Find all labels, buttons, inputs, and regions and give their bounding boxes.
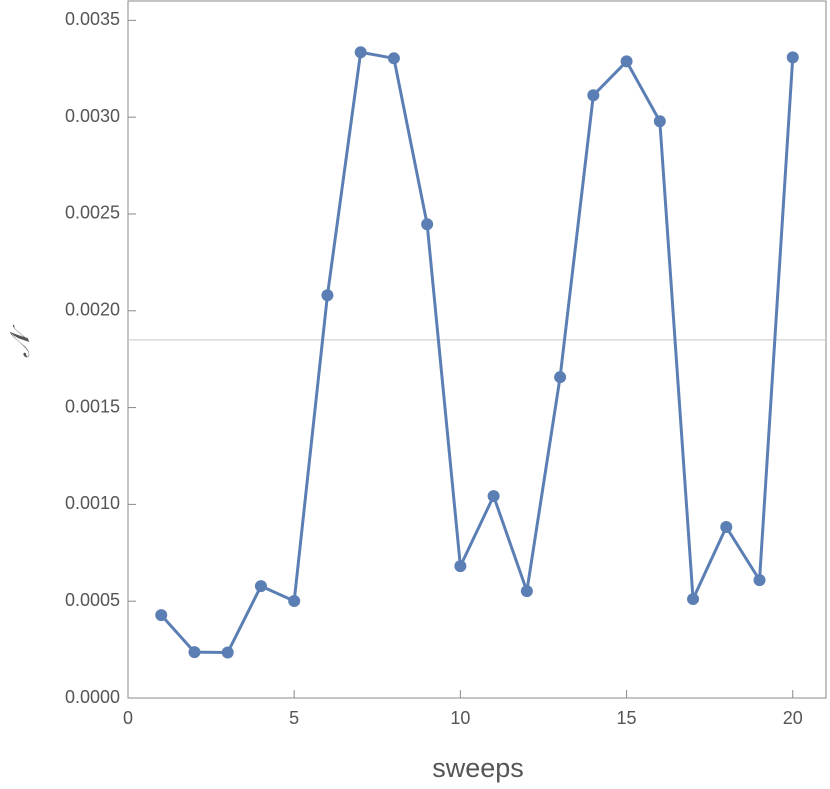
- data-point: [720, 521, 733, 534]
- data-point: [188, 646, 201, 659]
- data-point: [254, 580, 267, 593]
- data-point: [354, 46, 367, 59]
- y-tick-label: 0.0000: [65, 687, 120, 707]
- series-line: [160, 50, 795, 655]
- data-point: [288, 595, 301, 608]
- data-point: [454, 560, 467, 573]
- x-tick-label: 15: [617, 708, 637, 728]
- data-point: [421, 218, 434, 231]
- y-tick-label: 0.0010: [65, 493, 120, 513]
- data-point: [753, 574, 766, 587]
- data-point: [620, 55, 633, 68]
- data-point: [653, 115, 666, 128]
- data-point: [554, 371, 567, 384]
- y-tick-label: 0.0030: [65, 106, 120, 126]
- data-point: [487, 490, 500, 503]
- data-point: [786, 51, 799, 64]
- x-tick-label: 5: [289, 708, 299, 728]
- data-point: [587, 89, 600, 102]
- y-tick-label: 0.0035: [65, 9, 120, 29]
- y-tick-label: 0.0020: [65, 300, 120, 320]
- data-point: [687, 593, 700, 606]
- data-point: [221, 646, 234, 659]
- plot-frame: [127, 0, 827, 699]
- y-axis-label: 𝒩: [5, 324, 35, 358]
- data-point: [321, 289, 334, 302]
- data-point: [155, 609, 168, 622]
- y-tick-label: 0.0005: [65, 590, 120, 610]
- x-tick-label: 20: [783, 708, 803, 728]
- data-point: [520, 585, 533, 598]
- data-point: [387, 52, 400, 65]
- x-axis-label: sweeps: [432, 753, 524, 783]
- y-tick-label: 0.0015: [65, 396, 120, 416]
- y-tick-label: 0.0025: [65, 203, 120, 223]
- x-tick-label: 10: [450, 708, 470, 728]
- x-tick-label: 0: [123, 708, 133, 728]
